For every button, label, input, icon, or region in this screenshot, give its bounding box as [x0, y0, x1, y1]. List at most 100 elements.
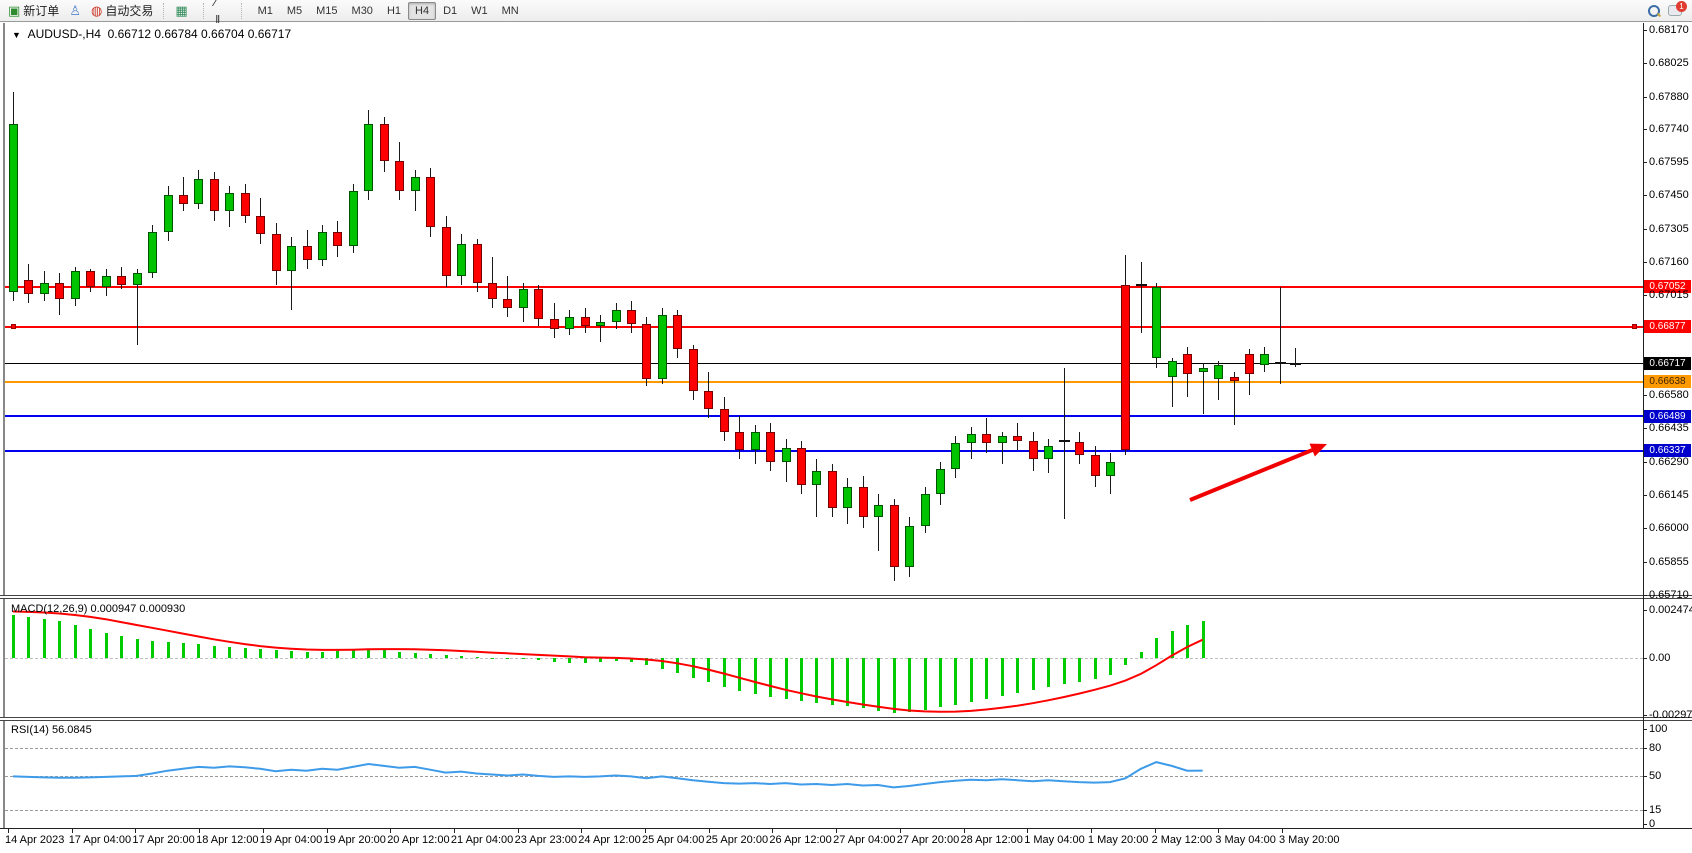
price-axis-label: 0.67160	[1649, 255, 1689, 268]
timeframe-d1[interactable]: D1	[443, 4, 458, 17]
candle	[117, 275, 127, 285]
line-handle-marker[interactable]	[1632, 323, 1637, 329]
trendline-button[interactable]: ∕	[210, 0, 239, 11]
new-order-icon: ▣	[8, 3, 21, 18]
candle-wick	[1171, 358, 1173, 407]
price-axis-label: 0.68170	[1649, 23, 1689, 36]
timeframe-m5[interactable]: M5	[286, 4, 303, 17]
candle	[426, 176, 436, 228]
candle	[148, 232, 158, 274]
price-tag-0.66877: 0.66877	[1644, 320, 1691, 334]
timeframe-m1[interactable]: M1	[257, 4, 273, 17]
macd-histogram-bar	[537, 657, 541, 661]
macd-panel[interactable]: MACD(12,26,9) 0.000947 0.000930	[5, 601, 1643, 717]
macd-histogram-bar	[753, 657, 757, 694]
trendline-icon: ∕	[214, 0, 217, 9]
time-axis-label: 25 Apr 04:00	[642, 834, 705, 846]
time-axis-label: 26 Apr 12:00	[769, 834, 832, 846]
price-axis-label: 0.68025	[1649, 57, 1689, 70]
time-axis-label: 19 Apr 04:00	[259, 834, 323, 846]
macd-histogram-bar	[846, 657, 850, 707]
macd-histogram-bar	[27, 617, 31, 658]
autotrading-button[interactable]: ◍ 自动交易	[86, 1, 158, 20]
level-line-0.66337[interactable]	[5, 449, 1643, 452]
level-line-0.66877[interactable]	[5, 325, 1643, 328]
macd-histogram-bar	[1201, 621, 1205, 658]
macd-axis-label: 0.002474	[1649, 604, 1692, 617]
time-axis[interactable]: 14 Apr 2023 17 Apr 04:00 17 Apr 20:00 18 Ap…	[0, 828, 1692, 853]
candle	[24, 280, 34, 295]
candle	[1183, 353, 1193, 375]
time-axis-label: 3 May 20:00	[1279, 834, 1340, 846]
time-tick-mark	[453, 829, 455, 833]
time-axis-label: 17 Apr 04:00	[68, 834, 132, 846]
macd-histogram-bar	[290, 650, 294, 658]
macd-histogram-bar	[58, 621, 62, 658]
axis-tick-mark	[1643, 809, 1647, 811]
candle	[1167, 360, 1177, 377]
macd-histogram-bar	[552, 657, 556, 663]
price-axis[interactable]: 0.67052 0.66877 0.66717 0.66638 0.66489 0.663…	[1643, 23, 1692, 601]
price-chart-plot[interactable]	[5, 23, 1643, 595]
line-handle-marker[interactable]	[11, 323, 16, 329]
search-icon[interactable]	[1648, 4, 1660, 17]
macd-signal-line	[12, 610, 1204, 713]
time-tick-mark	[772, 829, 774, 833]
level-line-0.67052[interactable]	[5, 285, 1643, 288]
timeframe-m30[interactable]: M30	[351, 4, 373, 17]
macd-histogram-bar	[908, 657, 912, 713]
axis-tick-mark	[1643, 29, 1647, 31]
candle	[518, 289, 528, 308]
time-axis-label: 27 Apr 20:00	[896, 834, 960, 846]
candle	[1105, 461, 1115, 476]
time-tick-mark	[1090, 829, 1092, 833]
candle	[704, 390, 714, 409]
candle	[1013, 436, 1023, 442]
candle	[812, 470, 822, 485]
timeframe-w1[interactable]: W1	[471, 4, 488, 17]
macd-histogram-bar	[166, 642, 170, 658]
macd-histogram-bar	[1016, 657, 1020, 694]
rsi-axis-label: 80	[1649, 741, 1662, 754]
candle	[209, 179, 219, 212]
notifications-icon[interactable]: 1	[1668, 1, 1687, 16]
price-tag-0.66638: 0.66638	[1644, 375, 1691, 389]
axis-tick-mark	[1643, 295, 1647, 297]
time-tick-mark	[1154, 829, 1156, 833]
panel-separator[interactable]	[0, 717, 1692, 721]
level-line-0.66638[interactable]	[5, 380, 1643, 383]
axis-tick-mark	[1643, 96, 1647, 98]
level-line-0.66489[interactable]	[5, 415, 1643, 418]
timeframe-h4[interactable]: H4	[408, 1, 437, 20]
timeframe-h1[interactable]: H1	[386, 4, 401, 17]
candle	[1121, 284, 1131, 451]
macd-histogram-bar	[830, 657, 834, 705]
new-order-button[interactable]: ▣ 新订单	[3, 1, 64, 20]
macd-axis[interactable]: 0.002474 0.00 -0.002974	[1643, 601, 1692, 721]
main-toolbar: ▣ 新订单 ⚒♙◉ ◍ 自动交易 ║▮∿⊕⊖▦↦↤⊞▾◷▾▧▾ ➤✛|—∕∥FA…	[0, 0, 1692, 112]
price-tag-0.66337: 0.66337	[1644, 444, 1691, 458]
candle	[982, 434, 992, 444]
macd-histogram-bar	[12, 615, 15, 658]
profile-button[interactable]: ♙	[64, 1, 86, 20]
timeframe-mn[interactable]: MN	[501, 4, 519, 17]
rsi-axis[interactable]: 100 80 50 15 0	[1643, 722, 1692, 830]
axis-tick-mark	[1643, 824, 1647, 826]
time-tick-mark	[71, 829, 73, 833]
timeframe-m15[interactable]: M15	[316, 4, 338, 17]
chevron-down-icon[interactable]: ▼	[12, 30, 21, 40]
autotrading-label: 自动交易	[105, 4, 154, 18]
autotrading-icon: ◍	[90, 3, 103, 18]
rsi-panel[interactable]: RSI(14) 56.0845	[5, 722, 1643, 827]
time-tick-mark	[326, 829, 328, 833]
macd-axis-label: -0.002974	[1649, 708, 1692, 721]
time-tick-mark	[8, 829, 9, 833]
tile-windows-button[interactable]: ▦	[170, 1, 200, 20]
macd-histogram-bar	[877, 657, 881, 712]
level-line-0.66717[interactable]	[5, 363, 1643, 365]
candle	[1260, 353, 1270, 366]
price-axis-label: 0.67740	[1649, 122, 1689, 135]
channel-button[interactable]: ∥	[210, 11, 239, 30]
panel-separator[interactable]	[0, 595, 1692, 599]
macd-histogram-bar	[243, 647, 247, 658]
